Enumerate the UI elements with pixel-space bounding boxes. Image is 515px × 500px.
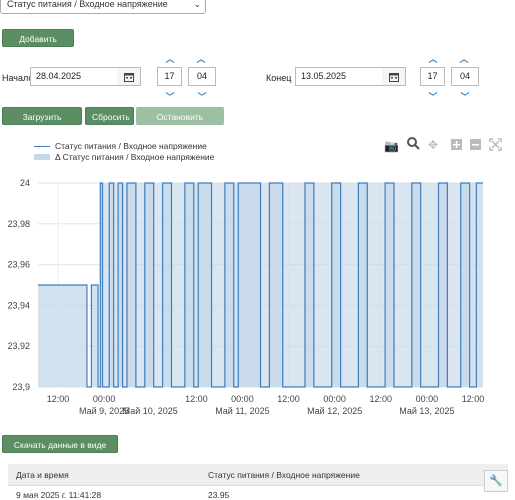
start-minute-down-icon[interactable]: ﹀ <box>197 92 207 102</box>
start-label: Начало <box>2 73 34 83</box>
voltage-chart[interactable]: 24 23,98 23,96 23,94 23,92 23,9 12:00 00:00 Май … <box>0 160 515 425</box>
calendar-icon <box>388 73 399 82</box>
column-header-voltage: Статус питания / Входное напряжение <box>208 470 360 480</box>
x-tick-date-label: Май 12, 2025 <box>307 406 362 416</box>
x-tick-label: 00:00 <box>416 394 439 404</box>
x-tick-label: 12:00 <box>47 394 70 404</box>
start-minute-up-icon[interactable]: ︿ <box>196 54 206 64</box>
end-calendar-button[interactable] <box>382 67 406 86</box>
x-tick-date-label: Май 13, 2025 <box>399 406 454 416</box>
legend-area-label: Δ Статус питания / Входное напряжение <box>55 152 215 162</box>
end-hour-down-icon[interactable]: ﹀ <box>428 92 438 102</box>
zoom-icon[interactable] <box>407 137 420 153</box>
calendar-icon <box>123 73 134 82</box>
y-tick-label: 23,96 <box>7 260 30 270</box>
legend-line-label: Статус питания / Входное напряжение <box>55 141 207 151</box>
start-date-input[interactable]: 28.04.2025 <box>30 67 118 86</box>
delta-area-band <box>100 183 477 387</box>
table-header: Дата и время Статус питания / Входное на… <box>8 464 508 486</box>
x-tick-label: 00:00 <box>323 394 346 404</box>
add-channel-button[interactable]: Добавить канал <box>2 29 74 62</box>
end-minute-input[interactable]: 04 <box>451 67 479 86</box>
end-minute-down-icon[interactable]: ﹀ <box>460 92 470 102</box>
start-hour-down-icon[interactable]: ﹀ <box>165 92 175 102</box>
start-hour-up-icon[interactable]: ︿ <box>165 54 175 64</box>
y-tick-label: 23,92 <box>7 341 30 351</box>
end-date-input[interactable]: 13.05.2025 <box>295 67 383 86</box>
y-tick-label: 23,9 <box>12 382 30 392</box>
chevron-down-icon: ⌄ <box>193 0 201 9</box>
channel-select-value: Статус питания / Входное напряжение <box>7 0 168 9</box>
y-tick-label: 24 <box>20 178 30 188</box>
legend-area-swatch <box>34 154 50 160</box>
camera-icon[interactable]: 📷 <box>384 139 399 153</box>
x-tick-label: 12:00 <box>185 394 208 404</box>
y-tick-label: 23,98 <box>7 219 30 229</box>
start-minute-input[interactable]: 04 <box>188 67 216 86</box>
wrench-icon[interactable]: 🔧 <box>484 470 508 492</box>
autoscale-icon[interactable] <box>489 138 502 154</box>
zoom-in-icon[interactable] <box>451 139 462 153</box>
x-tick-label: 12:00 <box>370 394 393 404</box>
end-hour-up-icon[interactable]: ︿ <box>428 54 438 64</box>
x-tick-date-label: Май 11, 2025 <box>215 406 270 416</box>
load-data-button[interactable]: Загрузить данные <box>2 107 82 140</box>
download-csv-button[interactable]: Скачать данные в виде CSV <box>2 435 118 468</box>
x-tick-label: 00:00 <box>93 394 116 404</box>
end-label: Конец <box>266 73 292 83</box>
zoom-out-icon[interactable] <box>470 139 481 153</box>
voltage-line <box>38 182 483 388</box>
x-tick-label: 12:00 <box>462 394 485 404</box>
y-tick-label: 23,94 <box>7 300 30 310</box>
end-minute-up-icon[interactable]: ︿ <box>459 54 469 64</box>
cell-datetime: 9 мая 2025 г. 11:41:28 <box>16 490 102 500</box>
x-tick-label: 00:00 <box>231 394 254 404</box>
start-hour-input[interactable]: 17 <box>157 67 182 86</box>
column-header-datetime: Дата и время <box>16 470 69 480</box>
x-tick-label: 12:00 <box>277 394 300 404</box>
legend-line-swatch <box>34 146 50 147</box>
stop-loading-button[interactable]: Остановить загрузку <box>136 107 224 140</box>
pan-icon[interactable]: ✥ <box>428 138 439 152</box>
end-hour-input[interactable]: 17 <box>420 67 445 86</box>
x-tick-date-label: Май 10, 2025 <box>123 406 178 416</box>
x-tick-date-label: Май 9, 2025 <box>79 406 129 416</box>
cell-voltage: 23.95 <box>208 490 230 500</box>
channel-select[interactable]: Статус питания / Входное напряжение ⌄ <box>0 0 206 14</box>
reset-button[interactable]: Сбросить <box>85 107 134 125</box>
start-calendar-button[interactable] <box>117 67 141 86</box>
